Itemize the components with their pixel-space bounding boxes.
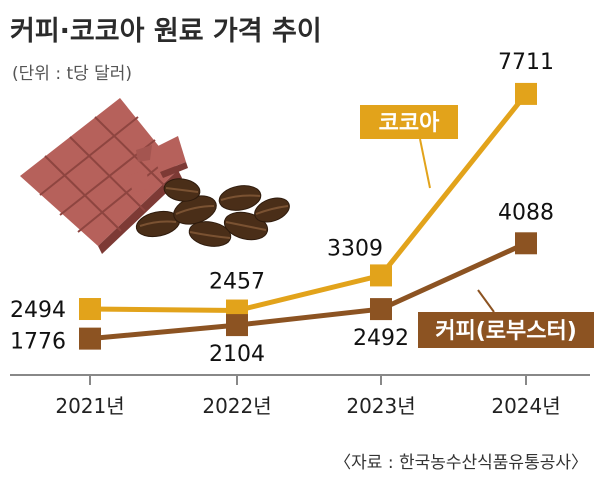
chart-subtitle: (단위 : t당 달러) bbox=[12, 64, 132, 84]
x-axis-ticks: 2021년 2022년 2023년 2024년 bbox=[55, 375, 561, 418]
series-layer: 2494 2457 3309 7711 1776 2104 2492 4088 bbox=[10, 50, 554, 367]
data-label-cocoa: 2457 bbox=[209, 270, 265, 295]
series-line-coffee bbox=[89, 241, 528, 342]
x-tick-label: 2022년 bbox=[202, 394, 271, 418]
data-point-cocoa bbox=[515, 82, 537, 105]
chart-title: 커피·코코아 원료 가격 추이 bbox=[10, 16, 322, 47]
data-label-coffee: 1776 bbox=[10, 330, 66, 355]
series-line-cocoa bbox=[89, 92, 528, 314]
series-label-coffee-text: 커피(로부스터) bbox=[435, 319, 577, 344]
series-label-coffee: 커피(로부스터) bbox=[418, 289, 594, 348]
data-label-cocoa: 2494 bbox=[10, 298, 66, 323]
data-label-cocoa: 3309 bbox=[327, 236, 383, 261]
coffee-beans-icon bbox=[135, 178, 290, 247]
x-tick-label: 2023년 bbox=[346, 394, 415, 418]
data-point-cocoa bbox=[79, 298, 101, 321]
data-point-coffee bbox=[79, 327, 101, 350]
series-label-cocoa: 코코아 bbox=[360, 105, 458, 189]
source-note: 〈자료 : 한국농수산식품유통공사〉 bbox=[334, 453, 588, 473]
data-label-coffee: 2104 bbox=[209, 342, 265, 367]
data-label-cocoa: 7711 bbox=[498, 50, 554, 75]
series-label-cocoa-text: 코코아 bbox=[379, 111, 440, 136]
data-point-coffee bbox=[226, 314, 248, 337]
chocolate-bar-icon bbox=[20, 98, 188, 254]
data-point-coffee bbox=[515, 232, 537, 255]
data-label-coffee: 4088 bbox=[498, 200, 554, 225]
data-point-cocoa bbox=[370, 264, 392, 287]
data-point-coffee bbox=[370, 298, 392, 321]
data-label-coffee: 2492 bbox=[353, 326, 409, 351]
x-tick-label: 2021년 bbox=[55, 394, 124, 418]
x-tick-label: 2024년 bbox=[491, 394, 560, 418]
